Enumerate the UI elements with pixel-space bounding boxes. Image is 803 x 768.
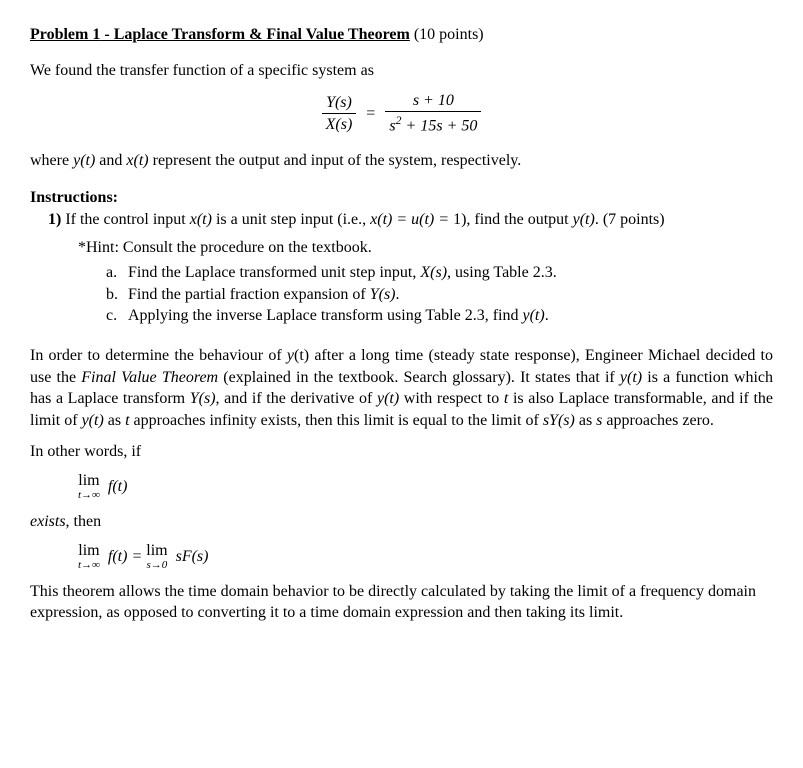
q1-c: . (7 points) bbox=[595, 211, 665, 228]
fvt-j: approaches zero. bbox=[602, 412, 714, 429]
where-xt: x(t) bbox=[126, 152, 148, 169]
step-b: b. Find the partial fraction expansion o… bbox=[106, 284, 773, 306]
q1-b: is a unit step input (i.e., bbox=[212, 211, 370, 228]
fvt-yt3: y(t) bbox=[377, 390, 399, 407]
in-other-words: In other words, if bbox=[30, 441, 773, 463]
fvt-yt4: y(t) bbox=[82, 412, 104, 429]
problem-label: Problem 1 bbox=[30, 26, 100, 43]
exists-line: exists, then bbox=[30, 511, 773, 533]
lim2-bot1: t→∞ bbox=[78, 560, 100, 571]
q1-xt: x(t) bbox=[190, 211, 212, 228]
where-yt: y(t) bbox=[73, 152, 95, 169]
limit-2: lim t→∞ f(t) = lim s→0 sF(s) bbox=[78, 543, 773, 571]
fvt-yt1: y bbox=[287, 347, 294, 364]
hint-line: *Hint: Consult the procedure on the text… bbox=[78, 237, 773, 259]
q1-num: 1) bbox=[48, 211, 65, 228]
problem-title: Problem 1 - Laplace Transform & Final Va… bbox=[30, 24, 773, 46]
tf-lhs-den: X(s) bbox=[322, 114, 357, 134]
lim-2a-operator: lim t→∞ bbox=[78, 543, 100, 571]
step-a: a. Find the Laplace transformed unit ste… bbox=[106, 262, 773, 284]
intro-text: We found the transfer function of a spec… bbox=[30, 60, 773, 82]
step-c: c. Applying the inverse Laplace transfor… bbox=[106, 305, 773, 327]
equals-sign: = bbox=[360, 103, 381, 125]
fvt-e: with respect to bbox=[399, 390, 504, 407]
step-b-pre: Find the partial fraction expansion of bbox=[128, 286, 370, 303]
step-c-text: Applying the inverse Laplace transform u… bbox=[128, 305, 549, 327]
fvt-sys: sY(s) bbox=[543, 412, 575, 429]
hint-text: Consult the procedure on the textbook. bbox=[123, 239, 372, 256]
step-a-post: , using Table 2.3. bbox=[447, 264, 557, 281]
where-line: where y(t) and x(t) represent the output… bbox=[30, 150, 773, 172]
tf-rhs-num: s + 10 bbox=[385, 91, 481, 112]
exists-then: , then bbox=[66, 513, 102, 530]
fvt-paragraph: In order to determine the behaviour of y… bbox=[30, 345, 773, 431]
lim-2b-operator: lim s→0 bbox=[146, 543, 167, 571]
question-1: 1) If the control input x(t) is a unit s… bbox=[48, 209, 773, 231]
fvt-d: , and if the derivative of bbox=[216, 390, 377, 407]
fvt-g: as bbox=[104, 412, 125, 429]
q1-eq: x(t) = u(t) = bbox=[370, 211, 453, 228]
where-a: where bbox=[30, 152, 73, 169]
step-b-label: b. bbox=[106, 284, 128, 306]
fvt-ys: Y(s) bbox=[190, 390, 216, 407]
lim2-expr2: sF(s) bbox=[176, 546, 209, 568]
step-a-text: Find the Laplace transformed unit step i… bbox=[128, 262, 557, 284]
lim-1-operator: lim t→∞ bbox=[78, 473, 100, 501]
step-a-xs: X(s) bbox=[420, 264, 447, 281]
where-b: and bbox=[95, 152, 126, 169]
step-b-text: Find the partial fraction expansion of Y… bbox=[128, 284, 400, 306]
tf-rhs-den: s2 + 15s + 50 bbox=[385, 112, 481, 136]
q1-one: 1), find the output bbox=[453, 211, 573, 228]
transfer-function-equation: Y(s) X(s) = s + 10 s2 + 15s + 50 bbox=[30, 91, 773, 136]
tf-rhs-fraction: s + 10 s2 + 15s + 50 bbox=[385, 91, 481, 136]
lim1-top: lim bbox=[78, 473, 100, 489]
tf-lhs-num: Y(s) bbox=[322, 93, 357, 114]
instructions-label: Instructions: bbox=[30, 187, 773, 209]
step-a-pre: Find the Laplace transformed unit step i… bbox=[128, 264, 420, 281]
lim2-expr1: f(t) = bbox=[108, 546, 142, 568]
step-b-post: . bbox=[396, 286, 400, 303]
step-a-label: a. bbox=[106, 262, 128, 284]
lim2-top1: lim bbox=[78, 543, 100, 559]
limit-1: lim t→∞ f(t) bbox=[78, 473, 773, 501]
lim1-expr: f(t) bbox=[108, 476, 128, 498]
problem-points: (10 points) bbox=[410, 26, 484, 43]
step-c-pre: Applying the inverse Laplace transform u… bbox=[128, 307, 522, 324]
q1-a: If the control input bbox=[65, 211, 189, 228]
fvt-i: as bbox=[575, 412, 596, 429]
step-b-ys: Y(s) bbox=[370, 286, 396, 303]
exists-word: exists bbox=[30, 513, 66, 530]
fvt-yt2: y(t) bbox=[620, 369, 642, 386]
fvt-name: Final Value Theorem bbox=[81, 369, 218, 386]
lim1-bot: t→∞ bbox=[78, 490, 100, 501]
step-c-post: . bbox=[545, 307, 549, 324]
fvt-b: (explained in the textbook. Search gloss… bbox=[218, 369, 620, 386]
step-c-label: c. bbox=[106, 305, 128, 327]
fvt-a: In order to determine the behaviour of bbox=[30, 347, 287, 364]
step-c-yt: y(t) bbox=[522, 307, 544, 324]
problem-topic: - Laplace Transform & Final Value Theore… bbox=[100, 26, 409, 43]
lim2-top2: lim bbox=[146, 543, 167, 559]
final-paragraph: This theorem allows the time domain beha… bbox=[30, 581, 773, 624]
hint-label: *Hint: bbox=[78, 239, 123, 256]
tf-rest: + 15s + 50 bbox=[402, 118, 478, 135]
fvt-h: approaches infinity exists, then this li… bbox=[130, 412, 543, 429]
tf-lhs-fraction: Y(s) X(s) bbox=[322, 93, 357, 134]
where-c: represent the output and input of the sy… bbox=[149, 152, 522, 169]
lim2-bot2: s→0 bbox=[146, 560, 167, 571]
step-list: a. Find the Laplace transformed unit ste… bbox=[106, 262, 773, 327]
q1-yt: y(t) bbox=[573, 211, 595, 228]
